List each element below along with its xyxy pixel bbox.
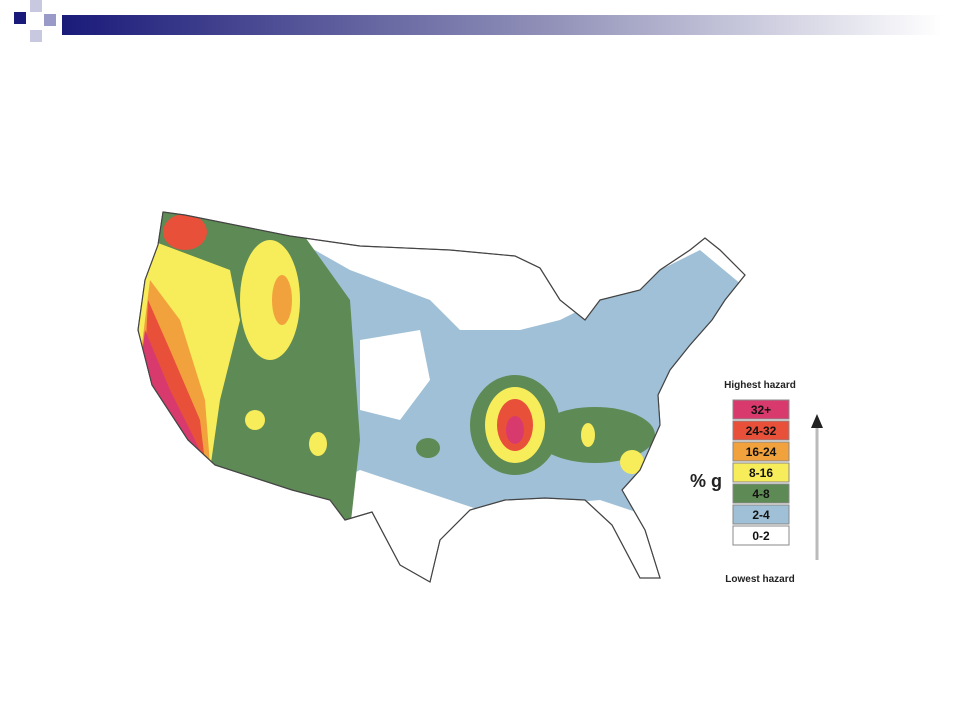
legend-label: 2-4	[752, 508, 770, 522]
legend-swatch	[732, 462, 790, 483]
legend-label: 16-24	[746, 445, 777, 459]
deco-square	[14, 12, 26, 24]
legend-swatch	[732, 504, 790, 525]
legend-swatch	[732, 399, 790, 420]
legend-label: 8-16	[749, 466, 773, 480]
header-bar	[62, 15, 942, 35]
legend-label: 24-32	[746, 424, 777, 438]
hazard-map	[137, 211, 746, 583]
legend-swatch	[732, 483, 790, 504]
legend-swatch	[732, 525, 790, 546]
legend-label: 32+	[751, 403, 771, 417]
deco-square	[30, 0, 42, 12]
legend-label: 0-2	[752, 529, 770, 543]
legend-arrowhead	[811, 414, 823, 428]
deco-square	[30, 30, 42, 42]
legend-swatch	[732, 420, 790, 441]
legend-unit: % g	[690, 471, 722, 491]
legend-label: 4-8	[752, 487, 770, 501]
legend-swatch	[732, 441, 790, 462]
deco-square	[44, 14, 56, 26]
legend-bottom: Lowest hazard	[725, 574, 794, 585]
legend: Highest hazard % g Lowest hazard 32+ 24-3…	[690, 380, 823, 585]
legend-top: Highest hazard	[724, 380, 796, 391]
